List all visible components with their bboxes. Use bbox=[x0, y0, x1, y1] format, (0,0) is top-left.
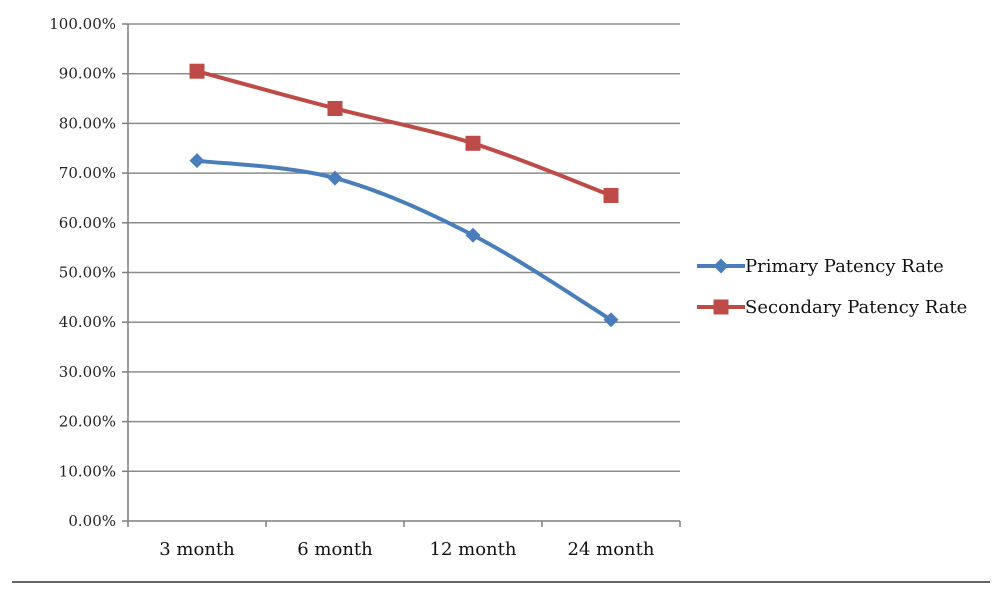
y-tick-label: 90.00% bbox=[59, 65, 116, 83]
y-tick-label: 50.00% bbox=[59, 264, 116, 282]
y-tick-label: 70.00% bbox=[59, 164, 116, 182]
x-tick-marks bbox=[127, 521, 681, 527]
data-point-series-2 bbox=[603, 187, 619, 203]
legend-label: Secondary Patency Rate bbox=[745, 297, 967, 318]
legend-marker bbox=[713, 258, 729, 274]
y-tick-label: 80.00% bbox=[59, 114, 116, 132]
data-point-series-2 bbox=[327, 100, 343, 116]
x-tick-label: 3 month bbox=[159, 539, 235, 560]
gridlines bbox=[122, 23, 680, 522]
data-point-series-2 bbox=[189, 63, 205, 79]
x-tick-label: 12 month bbox=[430, 539, 517, 560]
y-tick-label: 40.00% bbox=[59, 313, 116, 331]
legend: Primary Patency Rate Secondary Patency Ra… bbox=[697, 256, 967, 318]
x-tick-labels: 3 month 6 month 12 month 24 month bbox=[159, 539, 655, 560]
y-tick-label: 10.00% bbox=[59, 462, 116, 480]
legend-marker bbox=[713, 299, 729, 315]
x-tick-label: 24 month bbox=[568, 539, 655, 560]
y-tick-label: 30.00% bbox=[59, 363, 116, 381]
data-point-series-1 bbox=[465, 227, 481, 243]
y-tick-labels: 0.00% 10.00% 20.00% 30.00% 40.00% 50.00% 60.00… bbox=[49, 15, 116, 530]
data-point-series-1 bbox=[189, 153, 205, 169]
data-point-series-1 bbox=[603, 312, 619, 328]
series-line-1 bbox=[196, 158, 613, 322]
y-tick-label: 100.00% bbox=[49, 15, 116, 33]
series-line-2 bbox=[196, 69, 612, 198]
series-group bbox=[189, 63, 619, 328]
legend-label: Primary Patency Rate bbox=[745, 256, 944, 277]
data-point-series-2 bbox=[465, 135, 481, 151]
y-tick-label: 20.00% bbox=[59, 413, 116, 431]
y-tick-label: 60.00% bbox=[59, 214, 116, 232]
data-point-series-1 bbox=[327, 170, 343, 186]
y-tick-label: 0.00% bbox=[68, 512, 116, 530]
x-tick-label: 6 month bbox=[297, 539, 373, 560]
